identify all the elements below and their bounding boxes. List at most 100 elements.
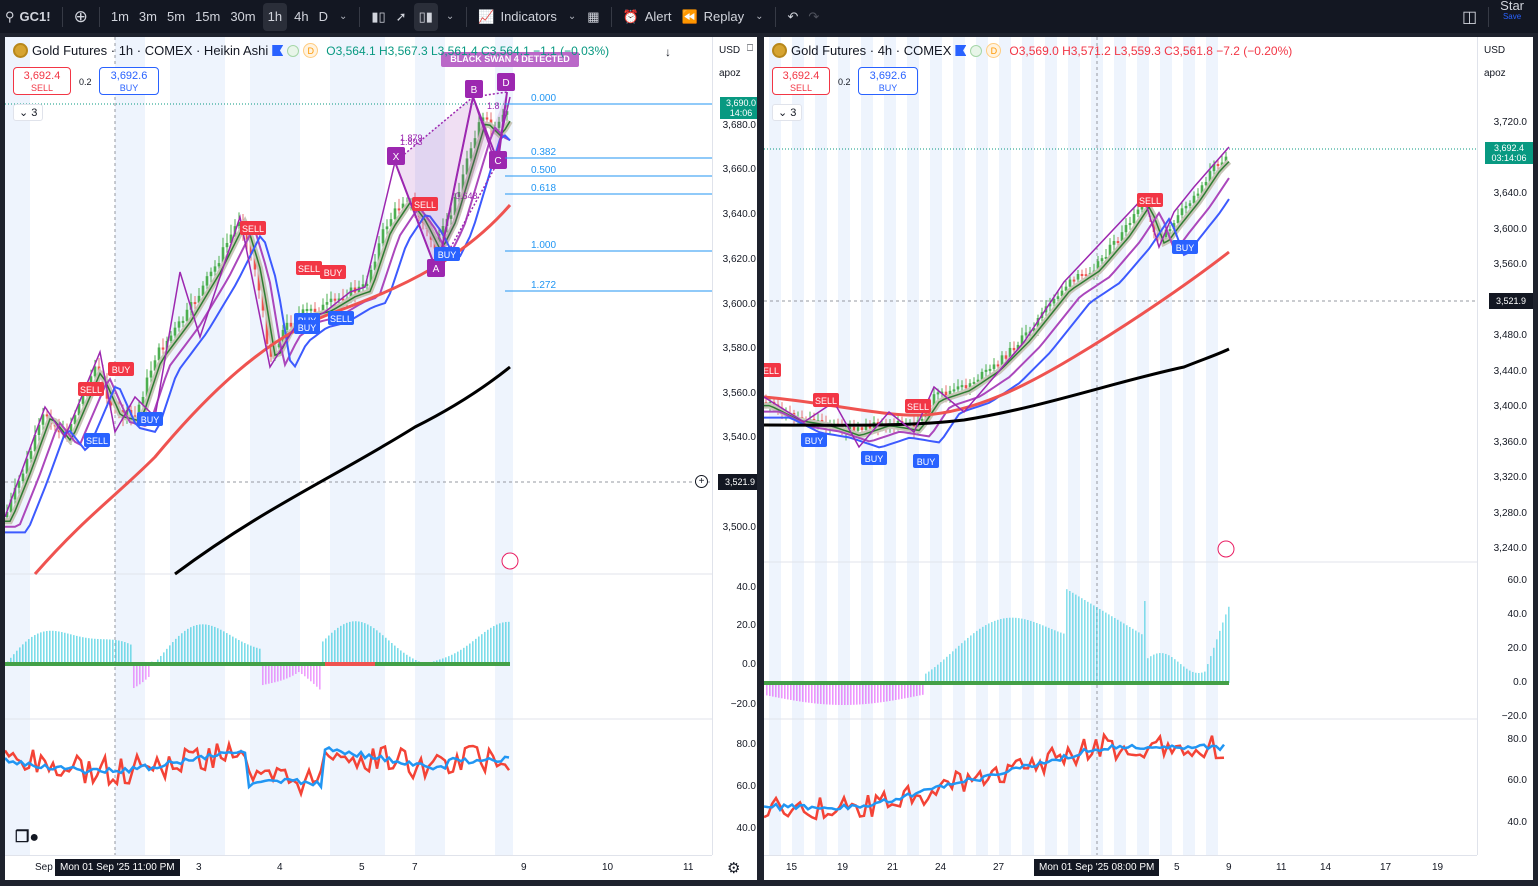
add-alert-icon[interactable]: +: [695, 475, 708, 488]
histogram-bar: [907, 683, 909, 698]
replay-label: Replay: [703, 9, 745, 24]
candle-body: [29, 451, 33, 459]
price-axis-4h[interactable]: USD apoz 3,720.03,680.03,640.03,600.03,5…: [1477, 37, 1533, 855]
histogram-bar: [1000, 619, 1002, 683]
replay-button[interactable]: ⏪ Replay: [676, 0, 749, 33]
flag-icon[interactable]: [955, 45, 967, 56]
bars-icon: ▮▯: [371, 8, 386, 24]
time-axis-4h[interactable]: 15 19 21 24 27 5 9 11 14 17 19 Mon 01 Sep '25 08:0…: [764, 855, 1477, 880]
tf-1h[interactable]: 1h: [262, 2, 288, 31]
sell-button[interactable]: 3,692.4 SELL: [772, 67, 830, 95]
save-button[interactable]: Star Save: [1495, 0, 1538, 33]
chart-pane-1h[interactable]: 1.879 1.893 0.648 1.8 X A B C D BLACK SWAN 4 DETE…: [5, 37, 757, 880]
signal-label-bg: [905, 399, 931, 413]
search-icon: ⚲: [5, 8, 15, 24]
histogram-bar: [238, 639, 240, 664]
buy-button[interactable]: 3,692.6 BUY: [858, 67, 918, 95]
tf-4h[interactable]: 4h: [294, 9, 309, 24]
fib-label: 0.382: [531, 147, 556, 158]
layout-button[interactable]: ▦: [582, 0, 604, 33]
screenshot-icon[interactable]: ⎕: [747, 43, 753, 54]
add-symbol-button[interactable]: ⊕: [69, 0, 93, 33]
flag-icon[interactable]: [272, 45, 284, 56]
candle-body: [968, 383, 972, 389]
panel-toggle-button[interactable]: ◫: [1457, 0, 1482, 33]
symbol-search[interactable]: ⚲ GC1!: [5, 8, 51, 25]
histogram-bar: [187, 628, 189, 664]
tf-d[interactable]: D: [318, 9, 328, 24]
histogram-bar: [1036, 622, 1038, 683]
tf-5m[interactable]: 5m: [166, 9, 186, 24]
price-axis-1h[interactable]: USD ⎕ apoz 3,680.0 3,660.0 3,640.0 3,620.0 3…: [712, 37, 757, 855]
grid-icon: ▦: [587, 8, 600, 24]
histogram-bar: [1066, 589, 1068, 683]
histogram-bar: [10, 657, 12, 664]
rsi-tick: 80.0: [1507, 734, 1527, 745]
histogram-bar: [1009, 617, 1011, 683]
chart-type-dropdown-icon[interactable]: ⌄: [445, 11, 455, 22]
sell-button[interactable]: 3,692.4 SELL: [13, 67, 71, 95]
histogram-bar: [178, 635, 180, 664]
sell-price: 3,692.4: [782, 70, 820, 82]
histogram-bar: [322, 641, 324, 664]
currency-label[interactable]: USD: [719, 45, 741, 56]
indicators-collapse[interactable]: ⌄ 3: [13, 104, 44, 121]
histogram-bar: [121, 641, 123, 664]
histogram-bar: [70, 634, 72, 664]
line-chart-type-button[interactable]: ➚: [391, 0, 412, 33]
candle-body: [173, 327, 177, 336]
histogram-bar: [31, 636, 33, 664]
histogram-bar: [355, 621, 357, 664]
histogram-bar: [412, 658, 414, 664]
signal-label-bg: [434, 247, 460, 261]
tf-3m[interactable]: 3m: [138, 9, 157, 24]
histogram-bar: [139, 664, 141, 685]
redo-button[interactable]: ↷: [803, 0, 824, 33]
market-open-icon: [970, 44, 983, 57]
timeframe-dropdown-icon[interactable]: ⌄: [338, 11, 348, 22]
histogram-bar: [883, 683, 885, 702]
indicators-collapse[interactable]: ⌄ 3: [772, 104, 803, 121]
currency-label[interactable]: USD: [1484, 45, 1506, 56]
histogram-bar: [205, 624, 207, 664]
indicators-icon: 📈: [478, 8, 495, 24]
candles-chart-type-button[interactable]: ▯▮: [413, 2, 438, 31]
histogram-bar: [343, 624, 345, 664]
indicators-dropdown-icon[interactable]: ⌄: [567, 11, 577, 22]
histogram-bar: [1165, 653, 1167, 683]
candle-body: [1180, 208, 1184, 216]
chart-title: Gold Futures · 1h · COMEX · Heikin Ashi: [32, 43, 269, 58]
histogram-bar: [325, 638, 327, 664]
histogram-bar: [1150, 656, 1152, 683]
settings-icon[interactable]: ⚙: [727, 860, 741, 877]
histogram-bar: [19, 647, 21, 664]
indicators-button[interactable]: 📈 Indicators: [473, 0, 562, 33]
spread-value: 0.2: [79, 77, 92, 87]
histogram-bar: [469, 643, 471, 664]
session-band: [1068, 37, 1080, 855]
tf-15m[interactable]: 15m: [195, 9, 221, 24]
tf-30m[interactable]: 30m: [230, 9, 256, 24]
bars-chart-type-button[interactable]: ▮▯: [366, 0, 390, 33]
undo-button[interactable]: ↶: [782, 0, 803, 33]
signal-label-bg: [296, 261, 322, 275]
time-axis-1h[interactable]: Sep 3 4 5 7 9 10 11 Mon 01 Sep '25 11:00 PM: [5, 855, 712, 880]
chart-pane-4h[interactable]: SELL SELL BUY BUY BUY SELL SELL BUY Gold Future…: [764, 37, 1533, 880]
scale-label[interactable]: apoz: [1484, 68, 1506, 79]
candle-body: [361, 284, 365, 287]
candle-body: [1184, 205, 1188, 209]
scroll-down-icon[interactable]: ↓: [665, 45, 671, 59]
candle-body: [465, 158, 469, 175]
alert-button[interactable]: ⏰ Alert: [618, 0, 677, 33]
scale-label[interactable]: apoz: [719, 68, 741, 79]
replay-dropdown-icon[interactable]: ⌄: [755, 11, 764, 22]
histogram-bar: [886, 683, 888, 702]
chart-canvas-4h[interactable]: SELL SELL BUY BUY BUY SELL SELL BUY: [764, 37, 1477, 855]
fib-label: 0.000: [531, 93, 556, 104]
histogram-bar: [226, 633, 228, 664]
signal-label: BUY: [917, 457, 936, 467]
tf-1m[interactable]: 1m: [110, 9, 129, 24]
candle-body: [497, 121, 501, 128]
buy-button[interactable]: 3,692.6 BUY: [99, 67, 159, 95]
